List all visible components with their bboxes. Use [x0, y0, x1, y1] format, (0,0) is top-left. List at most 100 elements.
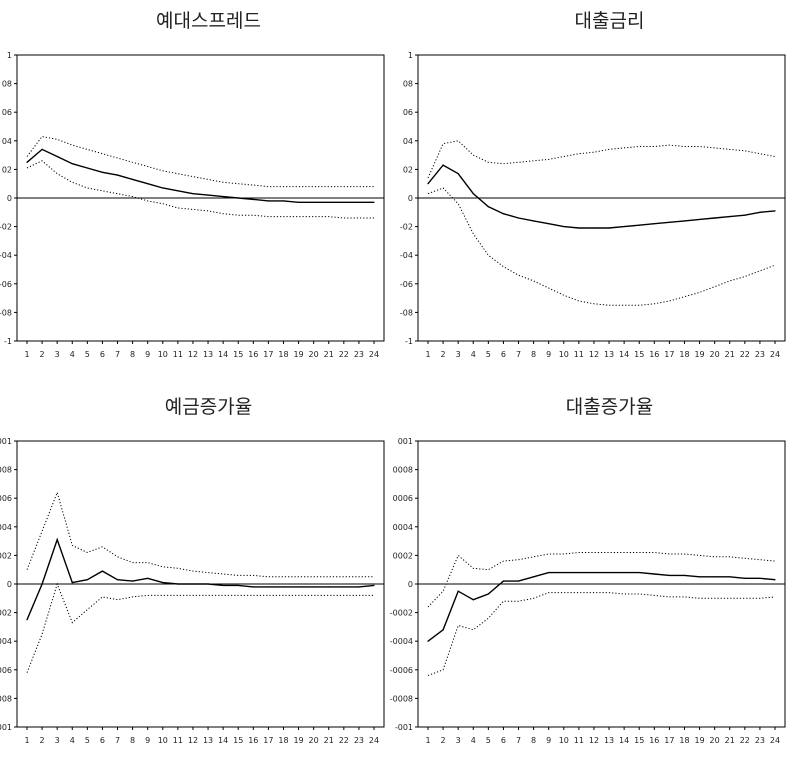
x-tick-label: 5	[85, 350, 90, 359]
x-tick-label: 8	[531, 350, 536, 359]
y-tick-label: -0004	[390, 637, 413, 646]
y-tick-label: -001	[395, 723, 413, 732]
data-point	[297, 201, 300, 203]
data-point	[87, 149, 88, 150]
data-point	[358, 217, 359, 218]
data-point	[563, 295, 564, 296]
data-point	[759, 270, 760, 271]
x-tick-label: 8	[130, 350, 135, 359]
y-tick-label: 1	[408, 51, 413, 60]
data-point	[253, 185, 254, 186]
x-tick-label: 13	[604, 350, 614, 359]
data-point	[237, 197, 239, 199]
data-point	[343, 586, 345, 588]
data-point	[487, 205, 489, 208]
data-point	[473, 629, 474, 630]
x-tick-label: 10	[158, 736, 168, 745]
data-point	[608, 149, 609, 150]
x-tick-label: 18	[679, 736, 689, 745]
data-point	[86, 167, 88, 169]
data-point	[207, 583, 209, 585]
data-point	[608, 227, 610, 229]
x-tick-label: 12	[188, 350, 198, 359]
data-point	[41, 530, 42, 531]
data-point	[177, 190, 179, 192]
y-tick-label: -04	[0, 251, 12, 260]
data-point	[192, 176, 193, 177]
data-point	[238, 595, 239, 596]
x-tick-label: 23	[354, 736, 364, 745]
x-tick-label: 21	[324, 736, 334, 745]
data-point	[41, 633, 42, 634]
data-point	[533, 556, 534, 557]
data-point	[548, 571, 550, 574]
x-tick-label: 1	[425, 350, 430, 359]
data-point	[177, 207, 178, 208]
data-point	[442, 591, 443, 592]
data-point	[593, 552, 594, 553]
data-point	[668, 221, 670, 223]
data-point	[714, 576, 716, 578]
x-tick-label: 2	[441, 350, 446, 359]
data-point	[593, 152, 594, 153]
data-point	[427, 177, 428, 178]
x-tick-label: 6	[501, 350, 506, 359]
data-point	[57, 583, 58, 584]
data-point	[593, 571, 595, 574]
chart-title: 대출증가율	[566, 396, 653, 418]
data-point	[714, 217, 716, 219]
x-tick-label: 6	[501, 736, 506, 745]
data-point	[774, 579, 776, 581]
x-tick-label: 24	[770, 350, 780, 359]
data-point	[132, 196, 133, 197]
data-point	[548, 287, 549, 288]
data-point	[503, 163, 504, 164]
y-tick-label: 1	[7, 51, 12, 60]
y-tick-label: 02	[403, 165, 413, 174]
data-point	[427, 675, 428, 676]
data-point	[328, 216, 329, 217]
data-point	[358, 576, 359, 577]
x-tick-label: 16	[248, 736, 258, 745]
data-point	[729, 280, 730, 281]
x-tick-label: 19	[694, 736, 704, 745]
data-point	[683, 220, 686, 222]
x-tick-label: 11	[574, 736, 584, 745]
data-point	[267, 586, 269, 588]
panel-loan-rate: 대출금리 1 08 06 04 02 0 -02 -04 -06 -08 -1 1 2 3 4 5 6 7 8 9 10 1…	[400, 0, 802, 386]
series-response-line	[26, 537, 375, 621]
series-band-line	[26, 582, 374, 673]
data-point	[578, 153, 579, 154]
y-tick-label: -0006	[0, 666, 12, 675]
data-point	[744, 150, 745, 151]
data-point	[192, 571, 193, 572]
data-point	[684, 553, 685, 554]
data-point	[177, 583, 179, 585]
data-point	[358, 586, 360, 588]
data-point	[26, 167, 27, 168]
data-point	[252, 586, 254, 588]
x-tick-label: 4	[70, 350, 75, 359]
data-point	[117, 556, 118, 557]
data-point	[57, 492, 58, 493]
data-point	[608, 592, 609, 593]
data-point	[147, 577, 149, 579]
x-tick-label: 6	[100, 350, 105, 359]
data-point	[624, 305, 625, 306]
data-point	[192, 193, 194, 195]
x-tick-label: 2	[441, 736, 446, 745]
chart-title: 예대스프레드	[156, 10, 261, 32]
data-point	[518, 559, 519, 560]
data-point	[328, 595, 329, 596]
data-point	[548, 223, 550, 225]
x-tick-label: 12	[188, 736, 198, 745]
data-point	[72, 182, 73, 183]
data-point	[147, 166, 148, 167]
x-tick-label: 13	[604, 736, 614, 745]
data-point	[458, 203, 459, 204]
data-point	[72, 144, 73, 145]
data-point	[162, 170, 163, 171]
data-point	[669, 144, 670, 145]
x-tick-label: 7	[516, 736, 521, 745]
data-point	[373, 217, 374, 218]
